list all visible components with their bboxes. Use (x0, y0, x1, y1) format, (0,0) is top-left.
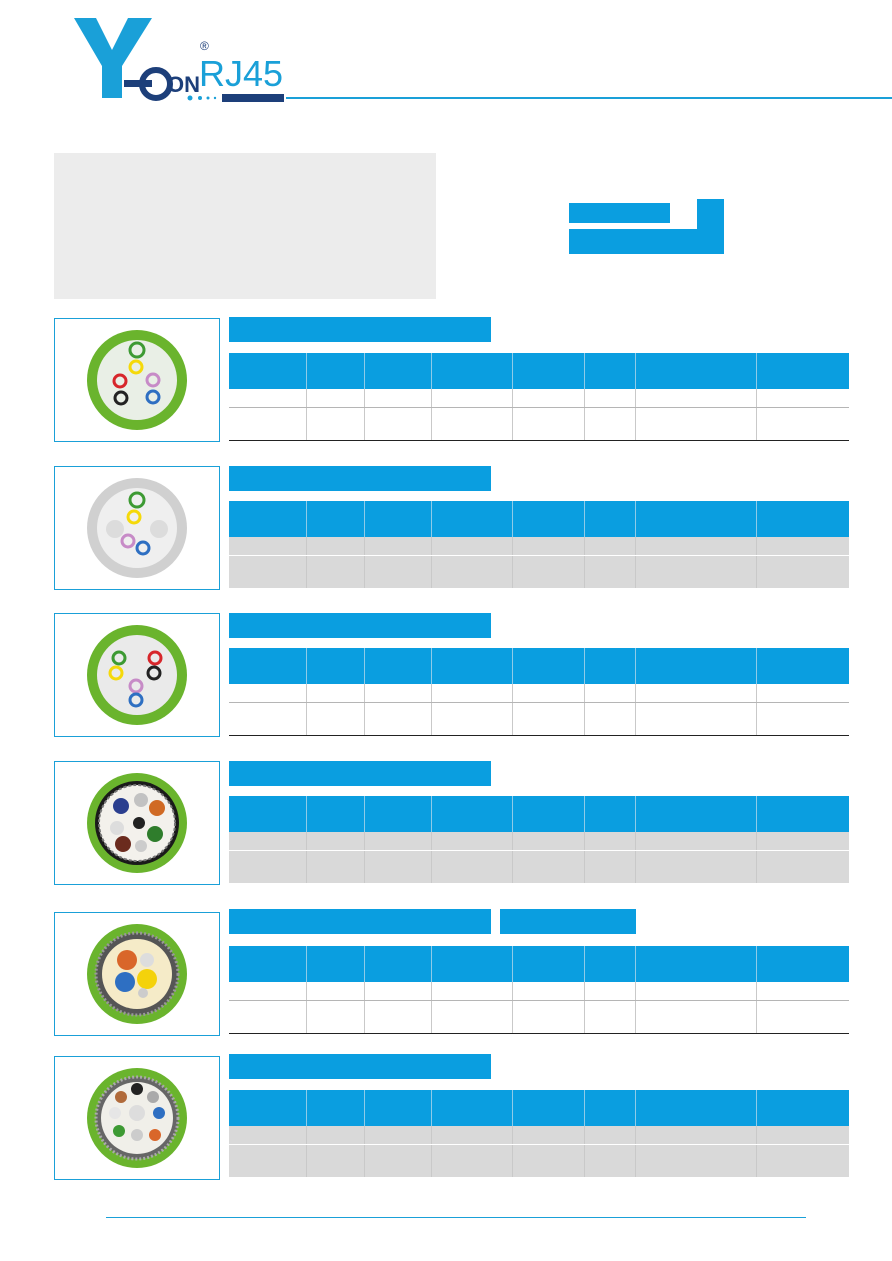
table-row (229, 702, 849, 736)
spec-table-4 (229, 796, 849, 883)
section-title-bar-2 (229, 466, 491, 491)
section-title-bar-1 (229, 317, 491, 342)
table-row (229, 389, 849, 408)
table-row (229, 1126, 849, 1145)
svg-text:RJ45: RJ45 (199, 53, 283, 94)
spec-table-1 (229, 353, 849, 441)
table-row (229, 684, 849, 703)
spec-table-5 (229, 946, 849, 1034)
table-row (229, 832, 849, 851)
cable-cross-section-icon (87, 625, 187, 725)
cable-image-6 (54, 1056, 220, 1180)
table-row (229, 555, 849, 588)
table-row (229, 537, 849, 556)
spec-table-6 (229, 1090, 849, 1177)
section-subtitle-bar-5 (500, 909, 636, 934)
footer-rule (106, 1217, 806, 1218)
intro-panel (54, 153, 436, 299)
cable-image-4 (54, 761, 220, 885)
table-header-row (229, 648, 849, 684)
cable-cross-section-icon (87, 1068, 187, 1168)
cable-cross-section-icon (87, 330, 187, 430)
cable-image-2 (54, 466, 220, 590)
company-logo: ON RJ45 ® (74, 14, 294, 104)
table-row (229, 407, 849, 441)
table-row (229, 1000, 849, 1034)
cable-cross-section-icon (87, 478, 187, 578)
svg-text:®: ® (200, 39, 209, 53)
spec-table-2 (229, 501, 849, 588)
cable-image-3 (54, 613, 220, 737)
svg-text:ON: ON (167, 72, 200, 97)
cable-image-1 (54, 318, 220, 442)
table-header-row (229, 946, 849, 982)
section-title-bar-6 (229, 1054, 491, 1079)
cable-cross-section-icon (87, 924, 187, 1024)
header-rule (286, 97, 892, 99)
table-header-row (229, 1090, 849, 1126)
section-title-bar-3 (229, 613, 491, 638)
section-title-bar-5 (229, 909, 491, 934)
table-row (229, 982, 849, 1001)
spec-table-3 (229, 648, 849, 736)
cable-cross-section-icon (87, 773, 187, 873)
table-header-row (229, 353, 849, 389)
cable-image-5 (54, 912, 220, 1036)
section-title-bar-4 (229, 761, 491, 786)
table-header-row (229, 796, 849, 832)
category-tag-top (569, 203, 670, 223)
table-row (229, 1144, 849, 1177)
category-tag-corner (697, 199, 724, 229)
category-tag-bottom (569, 229, 724, 254)
table-header-row (229, 501, 849, 537)
table-row (229, 850, 849, 883)
